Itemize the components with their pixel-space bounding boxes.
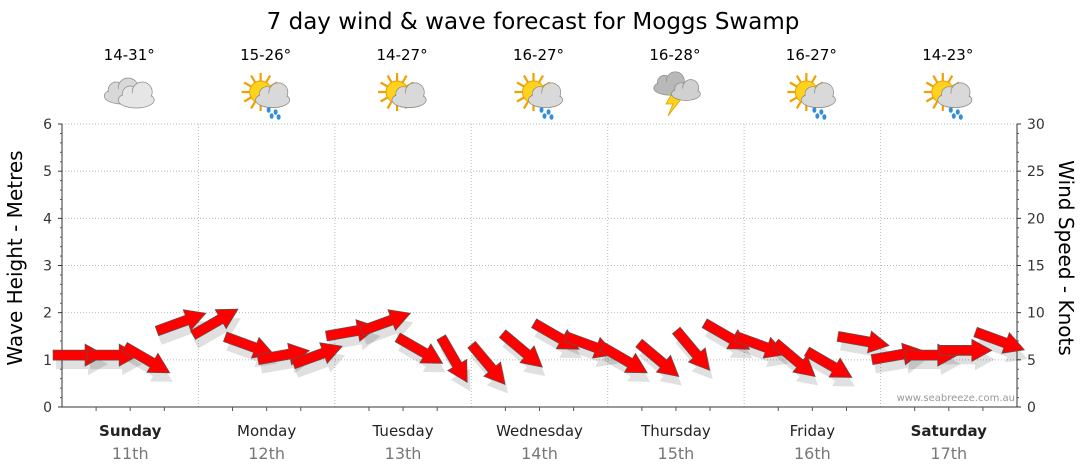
wind-arrow-shadow (738, 341, 789, 368)
left-tick-label: 0 (43, 400, 52, 416)
sun-cloud-rain-icon (514, 73, 563, 120)
storm-icon (653, 71, 701, 117)
left-tick-label: 3 (43, 259, 52, 275)
cloudy-icon (103, 77, 155, 109)
wind-arrow (836, 330, 890, 354)
wind-arrows (52, 308, 1026, 386)
wind-arrow (291, 342, 343, 370)
temperature-label: 16-27° (513, 46, 564, 64)
wind-arrow (599, 342, 648, 374)
wind-arrow (635, 338, 680, 378)
temperature-label: 14-23° (922, 46, 973, 64)
credit-text: www.seabreeze.com.au (897, 393, 1015, 404)
left-tick-label: 4 (43, 211, 52, 227)
wind-arrow-shadow (193, 318, 241, 349)
right-tick-label: 15 (1027, 259, 1045, 275)
day-date-label: 11th (112, 444, 149, 463)
right-tick-label: 0 (1027, 400, 1036, 416)
wind-arrow (671, 326, 711, 371)
day-name-label: Saturday (911, 422, 988, 440)
wind-arrow (734, 331, 787, 359)
wind-arrow (52, 343, 106, 367)
day-date-label: 13th (385, 444, 422, 463)
wind-arrow (467, 340, 506, 386)
cloud-shape (671, 79, 701, 101)
wind-arrow-shadow (567, 341, 619, 368)
wind-arrow (939, 338, 993, 362)
wind-arrow (771, 338, 816, 378)
wind-arrow (498, 329, 543, 368)
wind-arrow (973, 326, 1026, 354)
left-tick-label: 6 (43, 117, 52, 133)
wind-arrow-shadow (158, 318, 209, 345)
sun-cloud-rain-icon (923, 73, 973, 120)
rain-drops (948, 107, 963, 120)
wind-arrow-shadow (362, 318, 414, 345)
day-name-label: Thursday (640, 422, 711, 440)
left-tick-label: 1 (43, 353, 52, 369)
wind-arrow (436, 334, 468, 383)
cloud-shape (800, 82, 836, 108)
day-name-label: Friday (790, 422, 836, 440)
sun-cloud-rain-icon (241, 73, 291, 120)
left-axis-label: Wave Height - Metres (3, 150, 27, 365)
right-axis-label: Wind Speed - Knots (1054, 160, 1078, 356)
cloud-shape (528, 82, 563, 108)
day-date-label: 14th (521, 444, 558, 463)
axis-ticks: 0 1 2 3 4 5 6 0 5 10 15 20 25 30 (43, 117, 1045, 416)
day-date-label: 16th (794, 444, 831, 463)
weather-row: 14-31° 15-26° 14-27° 16-27° 16-28° 16-27° 14-2… (103, 46, 973, 120)
cloud-shape (117, 81, 155, 109)
wind-arrow (189, 308, 239, 340)
day-name-label: Wednesday (496, 422, 583, 440)
day-date-label: 15th (658, 444, 695, 463)
wind-arrow-shadow (294, 351, 346, 378)
right-tick-label: 30 (1027, 117, 1045, 133)
cloud-shape (937, 82, 973, 108)
day-name-label: Tuesday (372, 422, 434, 440)
right-tick-label: 20 (1027, 211, 1045, 227)
wind-arrow (803, 346, 853, 378)
cloud-shape (255, 82, 291, 108)
wind-arrow (121, 342, 171, 374)
day-date-label: 12th (248, 444, 285, 463)
sun-cloud-icon (378, 73, 427, 111)
wind-arrow (154, 309, 207, 337)
right-tick-label: 10 (1027, 306, 1045, 322)
right-tick-label: 5 (1027, 353, 1036, 369)
temperature-label: 16-28° (649, 46, 700, 64)
left-tick-label: 2 (43, 306, 52, 322)
temperature-label: 14-27° (377, 46, 428, 64)
wind-arrow (394, 332, 444, 364)
cloud-shape (391, 82, 427, 108)
rain-drops (812, 107, 827, 120)
rain-drops (266, 107, 281, 120)
temperature-label: 14-31° (104, 46, 155, 64)
wind-arrow-shadow (976, 336, 1028, 363)
day-name-label: Monday (237, 422, 296, 440)
wind-arrow (359, 309, 412, 337)
right-tick-label: 25 (1027, 164, 1045, 180)
day-date-label: 17th (930, 444, 967, 463)
rain-drops (539, 107, 554, 120)
chart-title: 7 day wind & wave forecast for Moggs Swa… (267, 9, 800, 35)
left-tick-label: 5 (43, 164, 52, 180)
day-labels: Sunday 11th Monday 12th Tuesday 13th Wednesday… (99, 422, 987, 463)
temperature-label: 16-27° (786, 46, 837, 64)
temperature-label: 15-26° (240, 46, 291, 64)
sun-cloud-rain-icon (787, 73, 836, 120)
day-name-label: Sunday (99, 422, 162, 440)
